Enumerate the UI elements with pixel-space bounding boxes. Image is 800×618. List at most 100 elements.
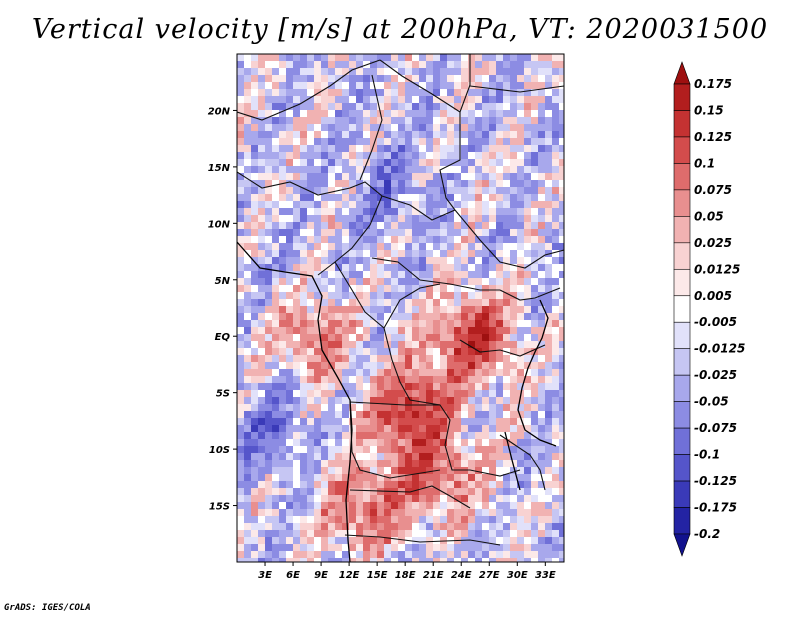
field-cell [272,75,280,83]
field-cell [419,488,427,496]
field-cell [335,110,343,118]
field-cell [349,54,357,62]
field-cell [538,82,546,90]
field-cell [286,306,294,314]
field-cell [433,103,441,111]
field-cell [510,194,518,202]
field-cell [377,75,385,83]
field-cell [510,355,518,363]
field-cell [279,467,287,475]
field-cell [454,306,462,314]
field-cell [398,355,406,363]
field-cell [496,187,504,195]
field-cell [370,243,378,251]
field-cell [489,299,497,307]
field-cell [321,131,329,139]
field-cell [272,243,280,251]
field-cell [517,278,525,286]
border-line [379,54,471,113]
field-cell [244,187,252,195]
field-cell [300,236,308,244]
field-cell [321,460,329,468]
field-cell [349,96,357,104]
field-cell [454,334,462,342]
field-cell [300,131,308,139]
field-cell [440,348,448,356]
field-cell [538,362,546,370]
field-cell [482,488,490,496]
field-cell [391,516,399,524]
field-cell [405,194,413,202]
field-cell [405,124,413,132]
field-cell [286,404,294,412]
field-cell [440,376,448,384]
field-cell [433,145,441,153]
field-cell [545,243,553,251]
field-cell [328,264,336,272]
field-cell [510,551,518,559]
field-cell [559,131,564,139]
field-cell [342,145,350,153]
field-cell [244,96,252,104]
field-cell [265,376,273,384]
field-cell [475,502,483,510]
field-cell [342,117,350,125]
field-cell [349,390,357,398]
field-cell [440,166,448,174]
field-cell [244,201,252,209]
field-cell [461,467,469,475]
field-cell [321,138,329,146]
field-cell [433,250,441,258]
field-cell [510,432,518,440]
field-cell [300,201,308,209]
field-cell [244,334,252,342]
field-cell [307,299,315,307]
field-cell [531,152,539,160]
field-cell [321,425,329,433]
field-cell [370,222,378,230]
field-cell [447,194,455,202]
field-cell [384,551,392,559]
field-cell [412,180,420,188]
field-cell [265,306,273,314]
field-cell [524,474,532,482]
field-cell [447,439,455,447]
field-cell [489,474,497,482]
field-cell [356,502,364,510]
field-cell [517,61,525,69]
field-cell [503,362,511,370]
field-cell [391,96,399,104]
field-cell [391,194,399,202]
field-cell [412,271,420,279]
colorbar-label: -0.2 [694,527,720,541]
field-cell [307,474,315,482]
field-cell [517,103,525,111]
field-cell [293,348,301,356]
field-cell [468,138,476,146]
field-cell [293,250,301,258]
field-cell [391,362,399,370]
field-cell [517,131,525,139]
field-cell [251,166,259,174]
field-cell [468,222,476,230]
colorbar-bin [673,295,691,323]
field-cell [419,138,427,146]
field-cell [440,54,448,62]
field-cell [363,201,371,209]
field-cell [398,341,406,349]
field-cell [307,124,315,132]
field-cell [307,131,315,139]
field-cell [356,327,364,335]
field-cell [454,89,462,97]
field-cell [461,138,469,146]
field-cell [531,327,539,335]
field-cell [468,145,476,153]
field-cell [552,131,560,139]
field-cell [419,229,427,237]
field-cell [321,334,329,342]
field-cell [426,509,434,517]
field-cell [503,376,511,384]
field-cell [461,61,469,69]
field-cell [559,481,564,489]
field-cell [363,222,371,230]
